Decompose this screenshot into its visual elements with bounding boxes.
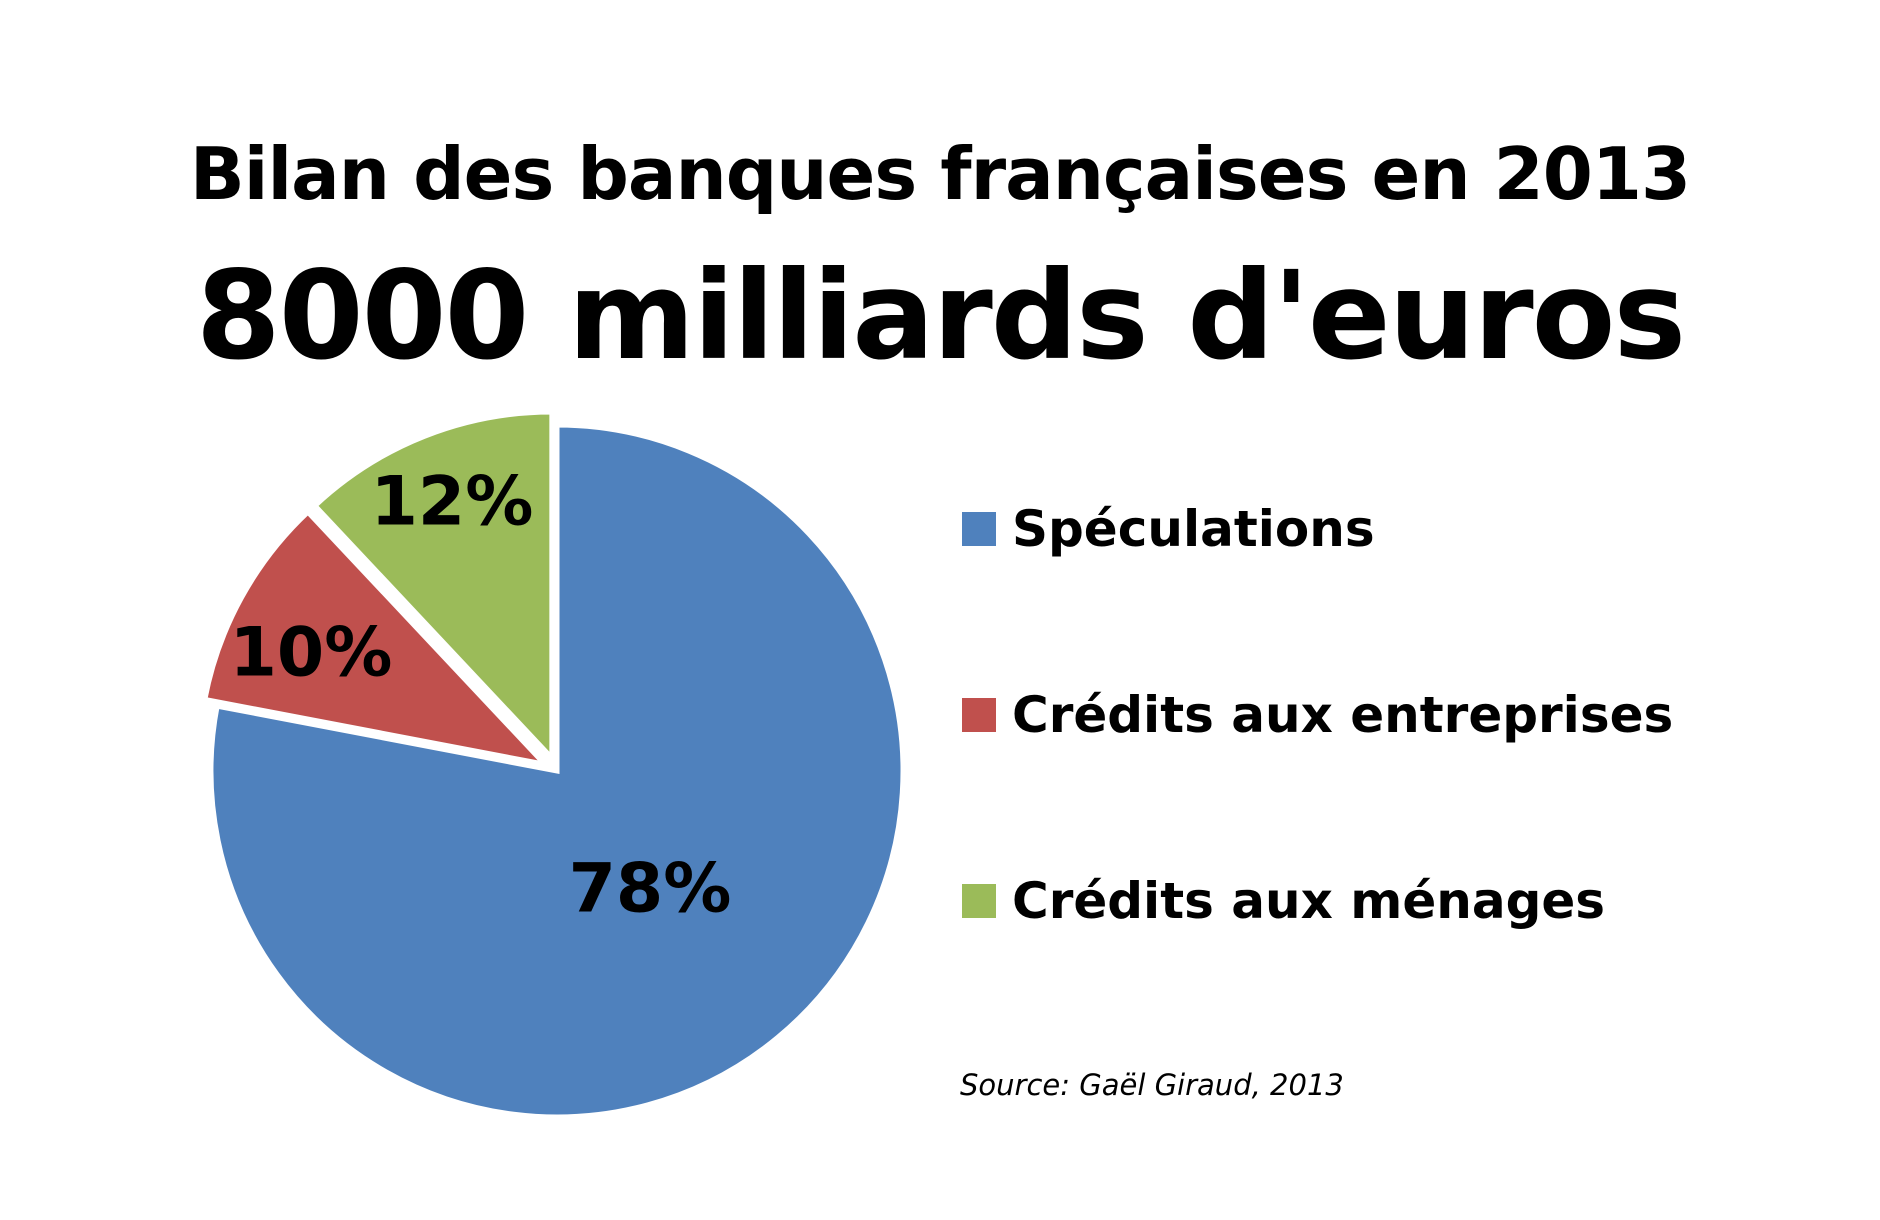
chart-subtitle: 8000 milliards d'euros [195,245,1686,387]
data-label-1: 10% [230,614,393,693]
data-label-0: 78% [569,850,732,929]
data-label-2: 12% [371,463,534,542]
legend-label: Crédits aux ménages [1012,872,1606,930]
legend-swatch [962,512,996,546]
pie-slice-2 [311,409,555,765]
legend-item-credits-menages: Crédits aux ménages [962,872,1605,930]
legend-item-speculations: Spéculations [962,500,1375,558]
source-note: Source: Gaël Giraud, 2013 [960,1068,1344,1102]
legend-item-credits-entreprises: Crédits aux entreprises [962,686,1673,744]
legend-swatch [962,884,996,918]
legend-label: Crédits aux entreprises [1012,686,1674,744]
legend-swatch [962,698,996,732]
pie-slice-1 [201,508,552,769]
chart-title: Bilan des banques françaises en 2013 [189,132,1691,216]
pie-slice-0 [208,422,906,1120]
legend-label: Spéculations [1012,500,1375,558]
